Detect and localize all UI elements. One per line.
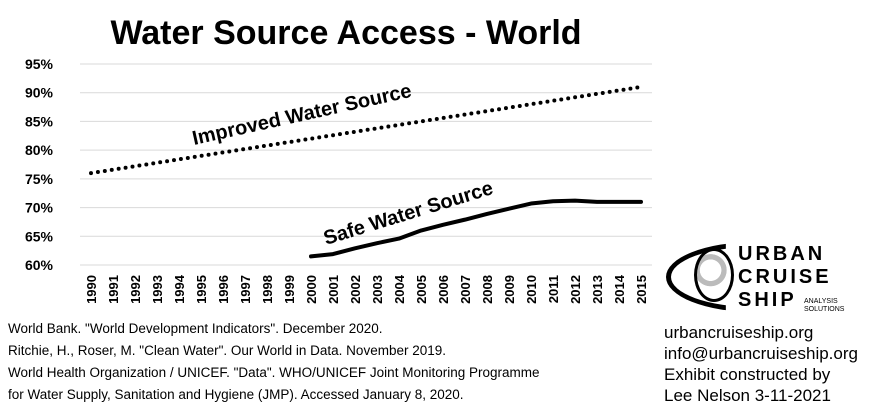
logo-word-urban: URBAN bbox=[738, 243, 826, 265]
y-axis-ticks: 60% 65% 70% 75% 80% 85% 90% 95% bbox=[25, 56, 54, 273]
series-label-safe: Safe Water Source bbox=[321, 177, 496, 249]
x-tick-label: 1998 bbox=[260, 275, 275, 304]
urban-cruise-ship-logo: URBAN CRUISE SHIP ANALYSIS SOLUTIONS bbox=[664, 236, 864, 322]
x-tick-label: 1991 bbox=[106, 275, 121, 304]
series-line-improved bbox=[89, 84, 643, 176]
x-tick-label: 2000 bbox=[304, 275, 319, 304]
series-line-safe bbox=[309, 198, 643, 259]
source-citation: Ritchie, H., Roser, M. "Clean Water". Ou… bbox=[8, 343, 446, 358]
chart-title: Water Source Access - World bbox=[110, 14, 581, 52]
email-link[interactable]: info@urbancruiseship.org bbox=[664, 344, 858, 363]
x-tick-label: 1994 bbox=[172, 274, 187, 304]
source-citation: World Health Organization / UNICEF. "Dat… bbox=[8, 365, 540, 380]
website-link[interactable]: urbancruiseship.org bbox=[664, 323, 814, 342]
x-tick-label: 2012 bbox=[568, 275, 583, 304]
x-tick-label: 2014 bbox=[612, 274, 627, 304]
x-tick-label: 2009 bbox=[502, 275, 517, 304]
logo-sub-solutions: SOLUTIONS bbox=[804, 306, 845, 313]
y-tick-label: 70% bbox=[25, 200, 54, 216]
logo-word-cruise: CRUISE bbox=[738, 266, 832, 288]
x-tick-label: 2011 bbox=[546, 275, 561, 303]
y-tick-label: 95% bbox=[25, 56, 54, 72]
y-tick-label: 85% bbox=[25, 113, 54, 129]
x-axis-ticks: 1990 1991 1992 1993 1994 1995 1996 1997 1998 1999… bbox=[84, 274, 649, 304]
y-tick-label: 90% bbox=[25, 85, 54, 101]
x-tick-label: 1993 bbox=[150, 275, 165, 304]
globe-icon bbox=[694, 248, 734, 302]
x-tick-label: 2013 bbox=[590, 275, 605, 304]
y-tick-label: 60% bbox=[25, 257, 54, 273]
x-tick-label: 1999 bbox=[282, 275, 297, 304]
logo-word-ship: SHIP bbox=[738, 289, 797, 311]
series-label-improved: Improved Water Source bbox=[190, 80, 413, 150]
x-tick-label: 2003 bbox=[370, 275, 385, 304]
x-tick-label: 2015 bbox=[634, 275, 649, 304]
exhibit-credit: Exhibit constructed by bbox=[664, 365, 831, 384]
source-citation: World Bank. "World Development Indicator… bbox=[8, 321, 383, 336]
x-tick-label: 2005 bbox=[414, 275, 429, 304]
source-citation: for Water Supply, Sanitation and Hygiene… bbox=[8, 387, 464, 402]
y-tick-label: 75% bbox=[25, 171, 54, 187]
y-tick-label: 65% bbox=[25, 228, 54, 244]
x-tick-label: 2006 bbox=[436, 275, 451, 304]
contact-block: urbancruiseship.org info@urbancruiseship… bbox=[664, 322, 886, 406]
x-tick-label: 2008 bbox=[480, 275, 495, 304]
x-tick-label: 2001 bbox=[326, 275, 341, 304]
x-tick-label: 1992 bbox=[128, 275, 143, 304]
x-tick-label: 2007 bbox=[458, 275, 473, 304]
x-tick-label: 1995 bbox=[194, 275, 209, 304]
x-tick-label: 2004 bbox=[392, 274, 407, 304]
y-tick-label: 80% bbox=[25, 142, 54, 158]
x-tick-label: 2010 bbox=[524, 275, 539, 304]
x-tick-label: 1996 bbox=[216, 275, 231, 304]
x-tick-label: 1990 bbox=[84, 275, 99, 304]
sources-list: World Bank. "World Development Indicator… bbox=[8, 318, 648, 406]
x-tick-label: 2002 bbox=[348, 275, 363, 304]
series-lines bbox=[89, 84, 643, 259]
gridlines bbox=[80, 63, 652, 266]
logo-sub-analysis: ANALYSIS bbox=[804, 298, 838, 305]
x-tick-label: 1997 bbox=[238, 275, 253, 304]
exhibit-credit: Lee Nelson 3-11-2021 bbox=[664, 386, 831, 405]
